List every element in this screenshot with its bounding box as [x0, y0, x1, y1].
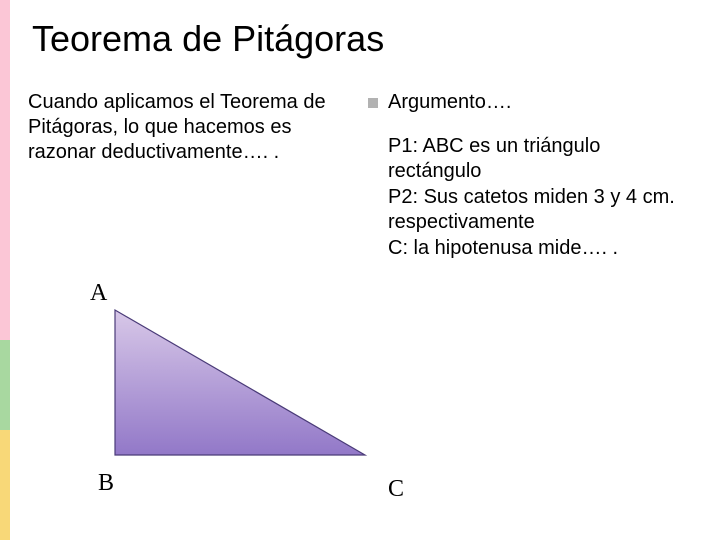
accent-sidebar — [0, 0, 10, 540]
argument-heading: Argumento…. — [388, 90, 511, 116]
conclusion: C: la hipotenusa mide…. . — [368, 236, 698, 262]
argument-heading-line: Argumento…. — [368, 90, 698, 116]
right-column: Argumento…. P1: ABC es un triángulo rect… — [358, 90, 698, 262]
vertex-label-c: C — [388, 476, 404, 503]
triangle-svg — [90, 280, 390, 480]
triangle-diagram: A B C — [90, 280, 400, 510]
sidebar-seg-1 — [0, 0, 10, 340]
premise-1: P1: ABC es un triángulo rectángulo — [368, 134, 698, 185]
sidebar-seg-3 — [0, 430, 10, 540]
premise-2: P2: Sus catetos miden 3 y 4 cm. respecti… — [368, 185, 698, 236]
left-column: Cuando aplicamos el Teorema de Pitágoras… — [28, 90, 358, 262]
sidebar-seg-2 — [0, 340, 10, 430]
slide-title: Teorema de Pitágoras — [32, 18, 384, 60]
square-bullet-icon — [368, 98, 378, 108]
right-triangle-shape — [115, 310, 365, 455]
intro-paragraph: Cuando aplicamos el Teorema de Pitágoras… — [28, 90, 348, 165]
vertex-label-a: A — [90, 280, 107, 307]
vertex-label-b: B — [98, 470, 114, 497]
content-area: Cuando aplicamos el Teorema de Pitágoras… — [28, 90, 700, 262]
